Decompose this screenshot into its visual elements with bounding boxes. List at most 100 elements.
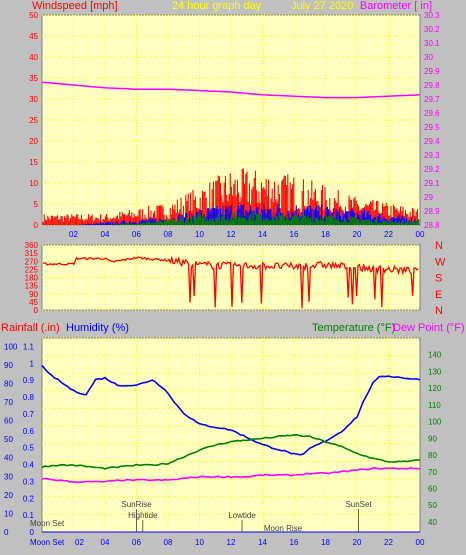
- direction-tick: 180: [25, 274, 39, 283]
- temperature-tick: 90: [428, 434, 437, 443]
- barometer-tick: 29.5: [424, 123, 440, 132]
- barometer-tick: 29.4: [424, 137, 440, 146]
- barometer-tick: 30.3: [424, 11, 440, 20]
- x-tick-label: 06: [132, 230, 141, 239]
- x-tick-label: 14: [258, 230, 267, 239]
- windspeed-axis-title: Windspeed [mph]: [32, 0, 118, 12]
- chart-labels: Windspeed [mph] 24 hour graph day July 2…: [1, 0, 465, 334]
- event-label: SunRise: [121, 500, 152, 509]
- temperature-tick: 80: [428, 451, 437, 460]
- x-tick-label: 08: [164, 538, 173, 547]
- series-temperature: [41, 433, 421, 470]
- direction-tick: 270: [25, 257, 39, 266]
- barometer-tick: 29: [424, 193, 433, 202]
- windspeed-tick: 35: [29, 74, 38, 83]
- humidity-tick: 70: [4, 398, 13, 407]
- compass-label: S: [435, 273, 442, 285]
- x-tick-label: 10: [195, 230, 204, 239]
- event-label: Hightide: [128, 511, 158, 520]
- windspeed-tick: 10: [29, 179, 38, 188]
- direction-tick: 90: [29, 290, 38, 299]
- temperature-tick: 40: [428, 518, 437, 527]
- barometer-tick: 30.2: [424, 25, 440, 34]
- barometer-line: [41, 81, 421, 99]
- x-tick-label: 20: [353, 538, 362, 547]
- rainfall-tick: 0: [30, 528, 35, 537]
- direction-tick: 0: [34, 306, 39, 315]
- x-tick-label: 00: [416, 538, 425, 547]
- direction-tick: 315: [25, 249, 39, 258]
- rainfall-tick: 0.2: [23, 494, 35, 503]
- barometer-tick: 29.9: [424, 67, 440, 76]
- wind-barometer-panel: 0 5 10 15 20 25 30 35 40 45 50 28.8 28.9 29 29.1 29.2 29…: [29, 11, 440, 239]
- barometer-tick: 28.8: [424, 221, 440, 230]
- event-label: Moon Rise: [264, 524, 303, 533]
- windspeed-tick: 45: [29, 32, 38, 41]
- humidity-tick: 50: [4, 435, 13, 444]
- x-tick-label: 22: [384, 230, 393, 239]
- temperature-tick: 110: [428, 401, 441, 410]
- x-tick-label: 18: [321, 230, 330, 239]
- temperature-humidity-panel: 010203040506070809010000.10.20.30.40.50.…: [4, 337, 442, 547]
- humidity-axis-title: Humidity (%): [66, 322, 129, 334]
- barometer-tick: 29.6: [424, 109, 440, 118]
- x-tick-label: 04: [101, 230, 110, 239]
- rainfall-tick: 0.8: [23, 393, 35, 402]
- humidity-tick: 80: [4, 379, 13, 388]
- x-tick-label: 22: [384, 538, 393, 547]
- barometer-tick: 29.1: [424, 179, 440, 188]
- temperature-axis-title: Temperature (°F): [312, 322, 395, 334]
- x-tick-label: 20: [353, 230, 362, 239]
- temperature-tick: 70: [428, 468, 437, 477]
- barometer-tick: 29.7: [424, 95, 440, 104]
- compass-label: N: [435, 240, 443, 252]
- series-humidity: [41, 364, 421, 456]
- windspeed-tick: 40: [29, 53, 38, 62]
- event-label: Lowtide: [228, 511, 256, 520]
- temperature-tick: 130: [428, 367, 442, 376]
- direction-tick: 360: [25, 241, 39, 250]
- humidity-tick: 10: [4, 509, 13, 518]
- windspeed-tick: 0: [34, 221, 39, 230]
- barometer-tick: 29.2: [424, 165, 440, 174]
- windspeed-tick: 50: [29, 11, 38, 20]
- rainfall-tick: 0.1: [23, 511, 35, 520]
- rainfall-tick: 1.1: [23, 342, 35, 351]
- barometer-tick: 29.8: [424, 81, 440, 90]
- temperature-tick: 100: [428, 418, 442, 427]
- series-wind-average: [109, 211, 420, 225]
- humidity-tick: 60: [4, 417, 13, 426]
- x-tick-label: 04: [101, 538, 110, 547]
- humidity-tick: 0: [4, 528, 9, 537]
- compass-label: W: [435, 256, 446, 268]
- rainfall-tick: 0.5: [23, 444, 35, 453]
- rainfall-tick: 0.7: [23, 410, 35, 419]
- temperature-tick: 50: [428, 501, 437, 510]
- series-dew-point: [41, 466, 421, 484]
- direction-tick: 225: [25, 265, 39, 274]
- temperature-tick: 120: [428, 384, 442, 393]
- humidity-tick: 30: [4, 472, 13, 481]
- direction-tick: 45: [29, 298, 38, 307]
- windspeed-tick: 5: [34, 200, 39, 209]
- x-tick-label: 16: [290, 538, 299, 547]
- compass-label: N: [435, 305, 443, 317]
- direction-tick: 135: [25, 282, 39, 291]
- x-tick-label: 06: [132, 538, 141, 547]
- humidity-tick: 90: [4, 361, 13, 370]
- barometer-axis-title: Barometer [ in]: [360, 0, 432, 12]
- event-label: Moon Set: [30, 519, 65, 528]
- dewpoint-axis-title: Dew Point (°F): [393, 322, 465, 334]
- wind-direction-line: [42, 255, 419, 309]
- humidity-tick: 20: [4, 491, 13, 500]
- barometer-tick: 28.9: [424, 207, 440, 216]
- windspeed-tick: 20: [29, 137, 38, 146]
- x-tick-label: 00: [416, 230, 425, 239]
- x-tick-label: 12: [227, 538, 236, 547]
- barometer-tick: 29.3: [424, 151, 440, 160]
- x-tick-label: 14: [258, 538, 267, 547]
- x-tick-label: 08: [164, 230, 173, 239]
- rainfall-tick: 1: [30, 359, 35, 368]
- chart-date: July 27 2020: [291, 0, 353, 12]
